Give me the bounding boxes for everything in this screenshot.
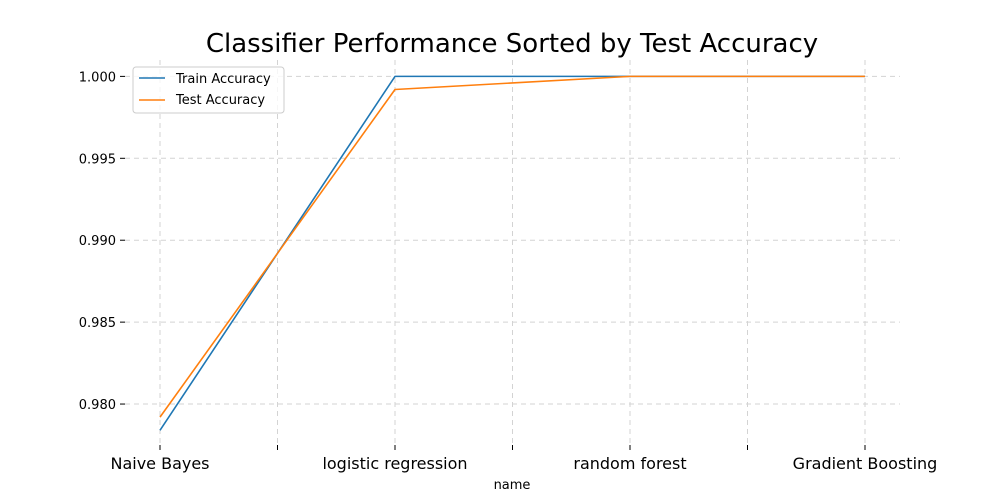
legend-label-train-accuracy: Train Accuracy	[175, 72, 271, 87]
y-tick-label: 0.980	[79, 398, 116, 413]
legend-label-test-accuracy: Test Accuracy	[175, 93, 265, 108]
y-tick-label: 0.990	[79, 234, 116, 249]
x-tick-label: random forest	[573, 454, 686, 473]
plot-series	[159, 75, 865, 431]
x-axis-label: name	[494, 478, 531, 493]
legend: Train Accuracy Test Accuracy	[132, 66, 285, 114]
x-axis: Naive Bayes logistic regression random for…	[110, 445, 937, 473]
chart-title: Classifier Performance Sorted by Test Ac…	[206, 29, 818, 59]
x-tick-label: logistic regression	[322, 454, 467, 473]
x-tick-label: Gradient Boosting	[793, 454, 938, 473]
y-tick-label: 1.000	[79, 70, 116, 85]
series-line-test-accuracy	[159, 75, 865, 418]
y-tick-label: 0.985	[79, 316, 116, 331]
y-axis: 0.980 0.985 0.990 0.995 1.000	[79, 70, 125, 413]
grid	[125, 60, 900, 445]
y-tick-label: 0.995	[79, 152, 116, 167]
legend-box	[132, 66, 285, 114]
x-tick-label: Naive Bayes	[110, 454, 209, 473]
